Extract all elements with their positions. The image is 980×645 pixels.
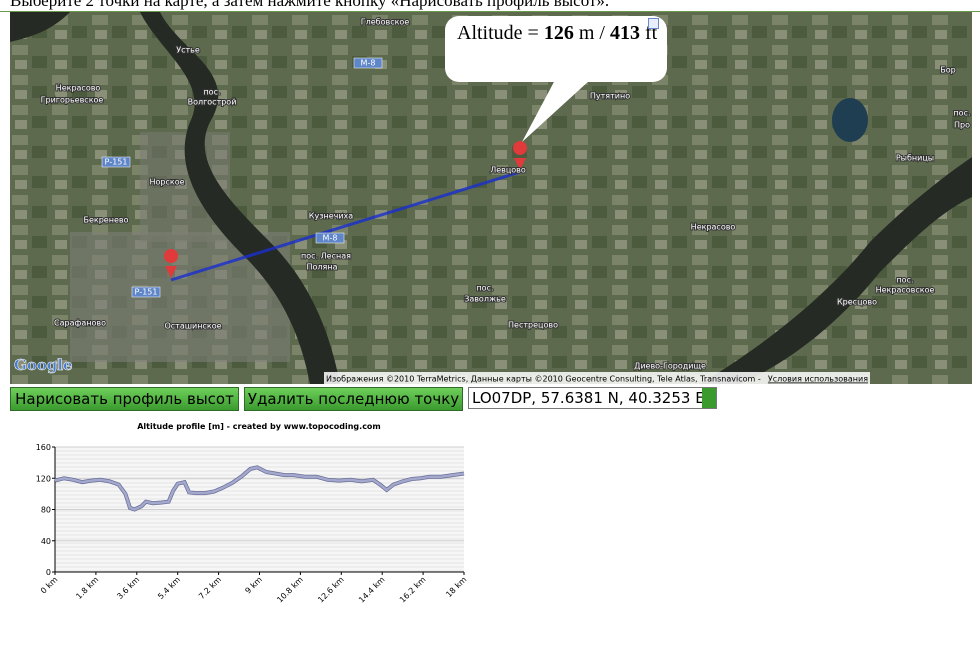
place-label: Устье (176, 46, 200, 55)
select-text: LO07DP, 57.6381 N, 40.3253 E (472, 389, 705, 407)
road-shield (101, 156, 131, 168)
terms-link[interactable]: Условия использования (768, 375, 868, 384)
place-label: Пестрецово (508, 321, 558, 330)
copyright-bg (324, 372, 870, 384)
place-label: пос. (476, 284, 493, 293)
marker[interactable] (513, 141, 528, 170)
road-label: Р-151 (105, 158, 128, 167)
y-tick-label: 80 (41, 506, 51, 515)
y-tick-label: 40 (41, 537, 51, 546)
popup-tail (522, 80, 590, 142)
place-label: Путятино (590, 92, 630, 101)
dropdown-arrow[interactable] (702, 388, 716, 408)
logo: Google (14, 356, 73, 374)
x-tick-label: 5.4 km (156, 575, 182, 601)
x-tick-label: 12.6 km (316, 575, 346, 605)
point-select[interactable]: LO07DP, 57.6381 N, 40.3253 E (468, 387, 717, 409)
chart-title: Altitude profile [m] - created by www.to… (137, 422, 381, 431)
place-label: Про (954, 121, 970, 130)
river (140, 12, 340, 384)
place-label: пос. (896, 276, 913, 285)
place-label: Левцово (490, 166, 526, 175)
line (54, 465, 465, 511)
info-window: Altitude = 126 m / 413 ft (445, 16, 667, 82)
value: 413 (609, 22, 640, 44)
place-label: Рыбницы (896, 154, 934, 163)
place-label: Некрасово (56, 84, 101, 93)
place-label: Норское (149, 178, 184, 187)
value: 126 (543, 22, 574, 44)
lake (832, 98, 868, 142)
x-tick-label: 14.4 km (357, 575, 387, 605)
place-label: Бекренево (83, 216, 128, 225)
place-label: Некрасовское (876, 286, 935, 295)
place-label: пос. Лесная (301, 252, 351, 261)
road-label: М-8 (361, 59, 376, 68)
chart: Altitude profile [m] - created by www.to… (36, 422, 469, 605)
road-shield (131, 286, 161, 298)
place-label: Кресцово (837, 298, 877, 307)
text: Altitude = (457, 22, 539, 44)
text: m / (578, 22, 605, 44)
x-tick-label: 0 km (39, 575, 60, 596)
river (10, 12, 70, 42)
y-tick-label: 120 (36, 474, 51, 483)
x-tick-label: 10.8 km (275, 575, 305, 605)
y-tick-label: 0 (46, 568, 51, 577)
marker[interactable] (164, 249, 179, 278)
place-label: Сарафаново (54, 319, 106, 328)
x-tick-label: 16.2 km (398, 575, 428, 605)
x-tick-label: 7.2 km (197, 575, 223, 601)
close-button[interactable] (648, 18, 659, 29)
river (700, 157, 972, 384)
x-tick-label: 3.6 km (115, 575, 141, 601)
road-shield (315, 232, 345, 244)
x-tick-label: 9 km (243, 575, 264, 596)
place-label: Некрасово (691, 223, 736, 232)
place-label: Волгострой (188, 98, 237, 107)
place-label: Бор (940, 66, 955, 75)
place-label: Григорьевское (41, 96, 104, 105)
place-label: пос. (203, 88, 220, 97)
route (170, 170, 521, 282)
map[interactable]: Изображения ©2010 TerraMetrics, Данные к… (10, 12, 972, 384)
road-label: Р-151 (135, 288, 158, 297)
place-label: пос. (953, 109, 970, 118)
delete-button[interactable]: Удалить последнюю точку (244, 387, 463, 411)
place-label: Глебовское (361, 18, 410, 27)
x-tick-label: 18 km (444, 575, 468, 599)
road-label: М-8 (323, 234, 338, 243)
place-label: Осташинское (164, 322, 221, 331)
x-tick-label: 1.8 km (74, 575, 100, 601)
place-label: Поляна (307, 263, 338, 272)
y-tick-label: 160 (36, 443, 51, 452)
copyright: Изображения ©2010 TerraMetrics, Данные к… (326, 375, 761, 384)
instruction: Выберите 2 точки на карте, а затем нажми… (10, 0, 610, 10)
place-label: Диево-Городище (634, 362, 706, 371)
draw-button[interactable]: Нарисовать профиль высот (10, 387, 239, 411)
place-label: Кузнечиха (309, 212, 353, 221)
divider (0, 11, 980, 12)
road-shield (353, 57, 383, 69)
place-label: Заволжье (464, 295, 506, 304)
